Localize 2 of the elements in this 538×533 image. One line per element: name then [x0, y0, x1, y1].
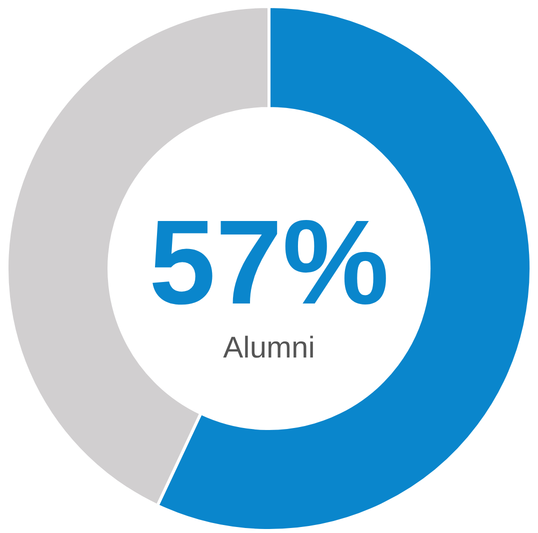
slice-label: Alumni	[223, 332, 315, 364]
data-label: 57%	[148, 196, 390, 330]
